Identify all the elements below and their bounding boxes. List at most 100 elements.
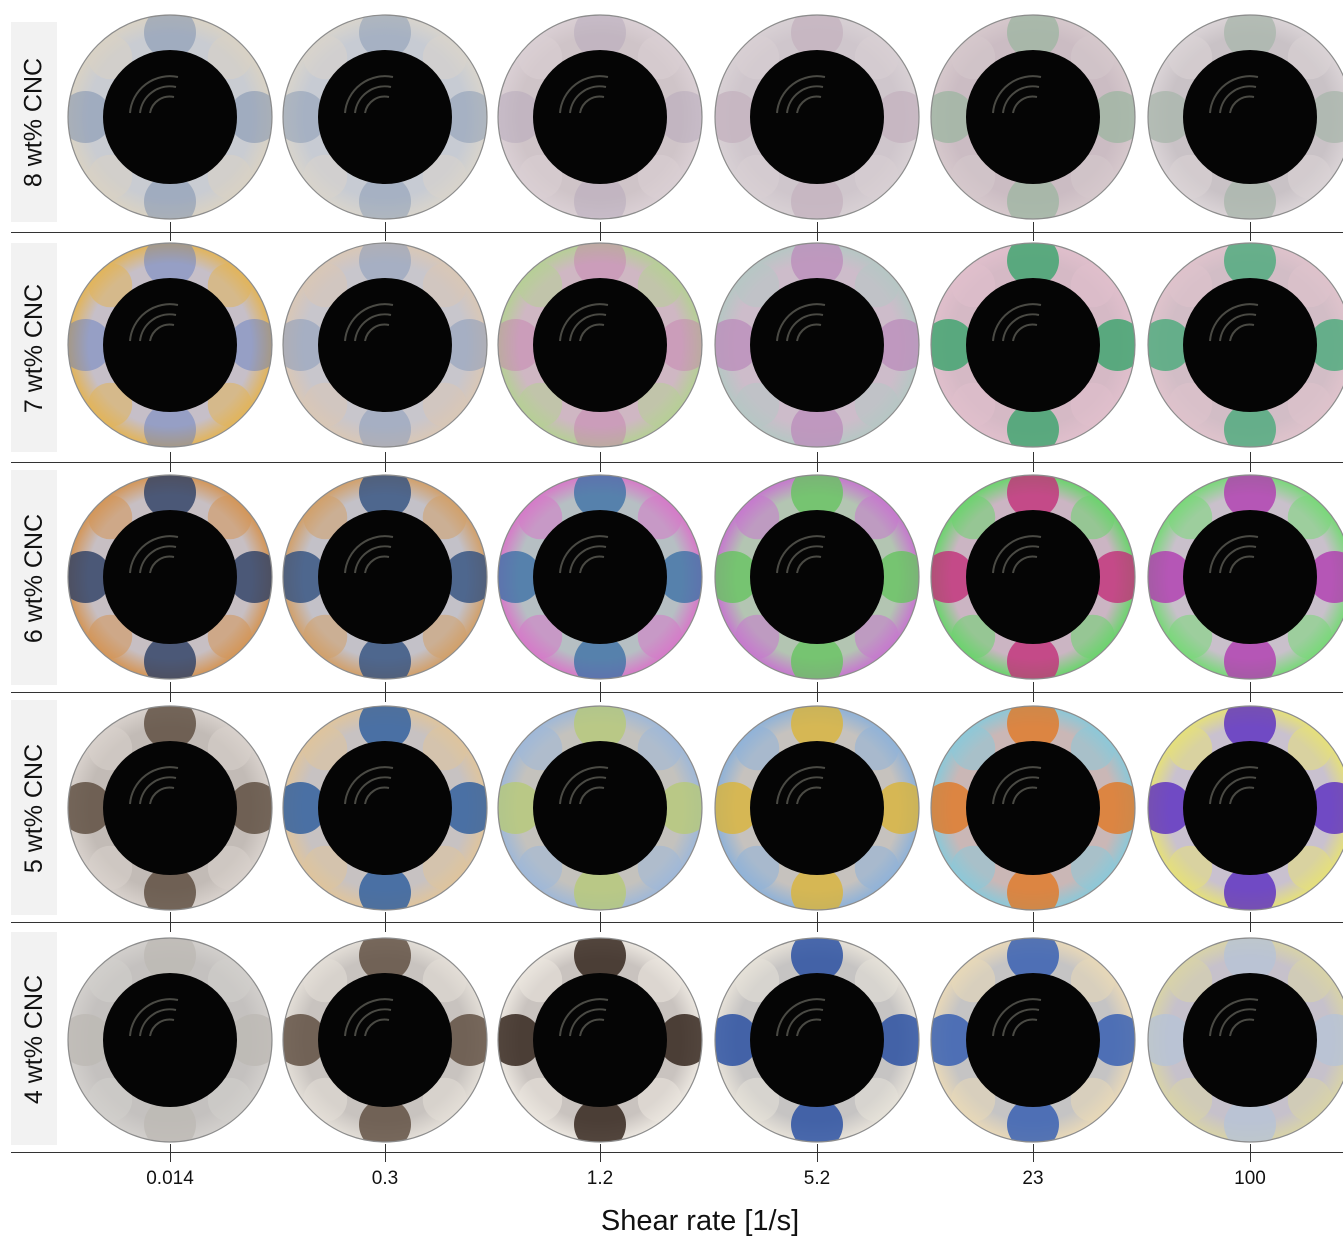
disk-lobe [88,263,133,308]
disk-lobe [1091,319,1137,371]
disk-rim [497,937,703,1143]
disk-lobe [929,782,975,834]
disk-lobe [281,551,327,603]
disk-lobe [88,726,133,771]
disk-lobe [66,319,112,371]
grid-tick [1250,912,1251,932]
disk-rim [1147,474,1343,680]
disk-center [318,50,452,184]
disk-lobe [1007,403,1059,449]
disk-lobe [144,175,196,221]
disk-rim [67,937,273,1143]
sample-disk-image [929,13,1137,221]
grid-tick [170,912,171,932]
disk-lobe [1007,936,1059,982]
disk-center [533,741,667,875]
x-tick [1250,1146,1251,1158]
disk-lobe [443,91,489,143]
disk-lobe [1146,91,1192,143]
disk-lobe [1091,782,1137,834]
disk-lobe [359,704,411,750]
disk-center [750,973,884,1107]
disk-center-reflection [796,786,822,805]
disk-lobe [422,154,467,199]
disk-center-reflection [344,75,394,114]
row-label: 8 wt% CNC [19,57,48,188]
disk-lobe [735,845,780,890]
disk-lobe [496,319,542,371]
disk-lobe [1146,551,1192,603]
disk-lobe [637,958,682,1003]
disk-lobe [1070,154,1115,199]
disk-center-reflection [569,776,607,805]
disk-lobe [422,845,467,890]
disk-lobe [303,726,348,771]
disk-lobe [66,551,112,603]
disk-center-reflection [1229,555,1255,574]
disk-lobe [359,866,411,912]
grid-tick [817,222,818,242]
disk-rim [714,474,920,680]
disk-center-reflection [559,998,609,1037]
disk-rim [714,937,920,1143]
disk-lobe [1070,382,1115,427]
disk-center [103,50,237,184]
disk-lobe [1070,845,1115,890]
disk-center [966,741,1100,875]
disk-center-reflection [776,303,826,342]
disk-lobe [144,241,196,287]
grid-tick [1250,452,1251,472]
disk-lobe [735,1077,780,1122]
disk-lobe [422,263,467,308]
disk-lobe [574,241,626,287]
disk-lobe [637,154,682,199]
sample-disk-image [66,241,274,449]
disk-lobe [303,263,348,308]
disk-center-reflection [364,555,390,574]
disk-lobe [854,263,899,308]
disk-lobe [66,782,112,834]
disk-center-reflection [1219,313,1257,342]
disk-lobe [518,154,563,199]
disk-lobe [228,551,274,603]
disk-center-reflection [776,75,826,114]
disk-rim [497,242,703,448]
disk-lobe [1007,704,1059,750]
disk-center-reflection [344,535,394,574]
disk-lobe [637,726,682,771]
disk-center-reflection [364,786,390,805]
disk-rim [1147,937,1343,1143]
disk-lobe [1308,91,1343,143]
disk-lobe [1224,1098,1276,1144]
sample-disk-image [281,473,489,681]
disk-lobe [1287,382,1332,427]
disk-center-reflection [354,776,392,805]
sample-disk-image [713,473,921,681]
disk-lobe [1224,635,1276,681]
disk-lobe [1287,958,1332,1003]
disk-lobe [1070,1077,1115,1122]
disk-center-reflection [786,776,824,805]
disk-center-reflection [1012,555,1038,574]
disk-lobe [207,263,252,308]
disk-lobe [88,382,133,427]
disk-center-reflection [992,75,1042,114]
grid-tick [1033,452,1034,472]
sample-disk-image [66,13,274,221]
disk-lobe [422,382,467,427]
disk-center-reflection [364,323,390,342]
disk-center-reflection [776,766,826,805]
disk-lobe [144,936,196,982]
disk-center-reflection [579,323,605,342]
disk-center-reflection [129,998,179,1037]
disk-center-reflection [786,1008,824,1037]
disk-center-reflection [364,95,390,114]
disk-lobe [854,614,899,659]
disk-center-reflection [1229,786,1255,805]
x-tick-label: 0.014 [146,1168,194,1189]
disk-center-reflection [559,75,609,114]
disk-lobe [1168,958,1213,1003]
disk-center-reflection [1002,1008,1040,1037]
disk-lobe [951,35,996,80]
disk-center-reflection [786,85,824,114]
